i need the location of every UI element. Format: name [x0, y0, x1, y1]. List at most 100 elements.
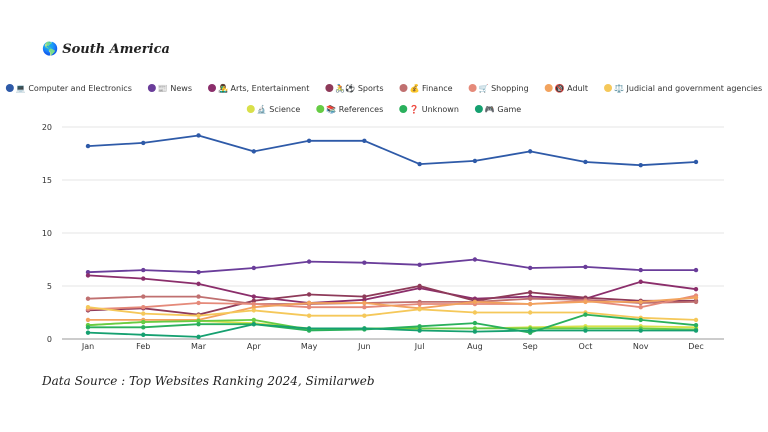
x-tick-label: May	[301, 342, 318, 351]
series-11	[85, 321, 699, 340]
data-point	[85, 325, 91, 330]
data-point	[417, 328, 422, 333]
x-tick-label: Sep	[523, 342, 538, 351]
legend-label: 🔬 Science	[257, 104, 301, 114]
data-point	[583, 159, 588, 165]
legend-item[interactable]: 💻 Computer and Electronics	[5, 84, 132, 93]
data-point	[196, 334, 201, 340]
legend-item[interactable]: 💰 Finance	[399, 83, 453, 93]
data-point	[638, 299, 643, 305]
data-point	[527, 310, 533, 315]
x-tick-label: Jun	[357, 342, 371, 351]
series-line	[88, 296, 697, 321]
x-tick-label: Oct	[579, 342, 593, 351]
data-point	[583, 328, 588, 333]
x-tick-label: Aug	[467, 342, 483, 351]
data-point	[306, 300, 312, 306]
y-tick-label: 5	[47, 282, 52, 291]
data-point	[141, 267, 146, 273]
legend-item[interactable]: 🎮 Game	[474, 105, 521, 114]
data-point	[251, 308, 257, 313]
data-point	[472, 257, 478, 262]
chart-title: 🌎 South America	[42, 42, 170, 57]
data-point	[472, 158, 478, 164]
legend-item[interactable]: 📚 References	[316, 105, 383, 114]
legend-item[interactable]: 🛒 Shopping	[468, 83, 529, 93]
legend-item[interactable]: ❓ Unknown	[399, 104, 459, 114]
legend-item[interactable]: 📰 News	[147, 84, 192, 93]
data-point	[693, 299, 699, 305]
series-line	[87, 258, 696, 274]
data-point	[638, 328, 643, 333]
x-axis: Jan Feb Mar Apr May Jun Jul Aug Sep Oct Nov Dec	[81, 342, 704, 351]
y-tick-label: 15	[42, 176, 52, 185]
data-point	[693, 295, 699, 300]
legend-item[interactable]: 🚴⚽ Sports	[325, 83, 383, 93]
y-axis: 0 5 10 15 20	[42, 123, 52, 344]
data-point	[251, 317, 257, 323]
data-point	[251, 321, 257, 327]
data-point	[362, 260, 367, 265]
x-tick-label: Mar	[191, 342, 207, 351]
y-tick-label: 20	[42, 123, 52, 132]
data-point	[141, 140, 146, 146]
data-point	[306, 305, 312, 310]
series-line	[87, 306, 697, 321]
chart-title-text: South America	[62, 42, 170, 57]
data-point	[85, 270, 91, 275]
legend-marker	[246, 105, 255, 113]
data-point	[417, 307, 422, 312]
data-point	[472, 299, 478, 305]
data-point	[251, 265, 257, 271]
legend-item[interactable]: ⚖️ Judicial and government agencies	[604, 83, 762, 93]
series-line	[87, 134, 697, 167]
legend-marker	[544, 84, 553, 92]
legend-item[interactable]: 🔬 Science	[246, 104, 301, 114]
data-point	[362, 313, 367, 318]
data-point	[362, 297, 367, 302]
legend-item[interactable]: 👨‍🎤 Arts, Entertainment	[207, 83, 309, 93]
data-point	[693, 267, 699, 273]
data-point	[141, 276, 146, 281]
data-point	[141, 325, 146, 330]
legend-item[interactable]: 🔞 Adult	[544, 83, 588, 93]
legend-marker	[5, 84, 14, 92]
data-point	[693, 317, 699, 323]
data-point	[362, 305, 367, 310]
data-point	[417, 283, 422, 289]
data-point	[306, 138, 312, 143]
data-point	[527, 149, 533, 154]
y-tick-label: 10	[42, 229, 52, 238]
data-point	[527, 301, 533, 307]
data-point	[306, 292, 312, 297]
data-point	[251, 301, 257, 307]
data-point	[85, 317, 91, 323]
legend-marker	[474, 105, 483, 113]
series-line	[87, 323, 696, 338]
data-source: Data Source : Top Websites Ranking 2024,…	[42, 374, 375, 388]
x-tick-label: Jul	[414, 342, 425, 351]
data-point	[306, 259, 312, 264]
data-point	[693, 286, 699, 292]
series-line	[88, 313, 697, 334]
data-point	[583, 312, 588, 317]
x-tick-label: Jan	[81, 342, 94, 351]
series-0	[85, 133, 699, 168]
legend-label: 💻 Computer and Electronics	[16, 84, 132, 93]
data-point	[417, 262, 422, 267]
data-point	[583, 299, 588, 305]
data-point	[306, 313, 312, 318]
x-tick-label: Dec	[688, 342, 703, 351]
legend-marker	[147, 84, 156, 92]
data-point	[196, 133, 201, 138]
legend-marker	[399, 105, 408, 113]
data-point	[638, 305, 643, 310]
data-point	[472, 326, 478, 331]
data-point	[362, 326, 367, 331]
legend-marker	[207, 84, 216, 92]
data-point	[527, 328, 533, 333]
data-point	[196, 318, 201, 324]
data-point	[638, 267, 643, 273]
data-point	[141, 319, 146, 325]
data-point	[196, 321, 201, 327]
